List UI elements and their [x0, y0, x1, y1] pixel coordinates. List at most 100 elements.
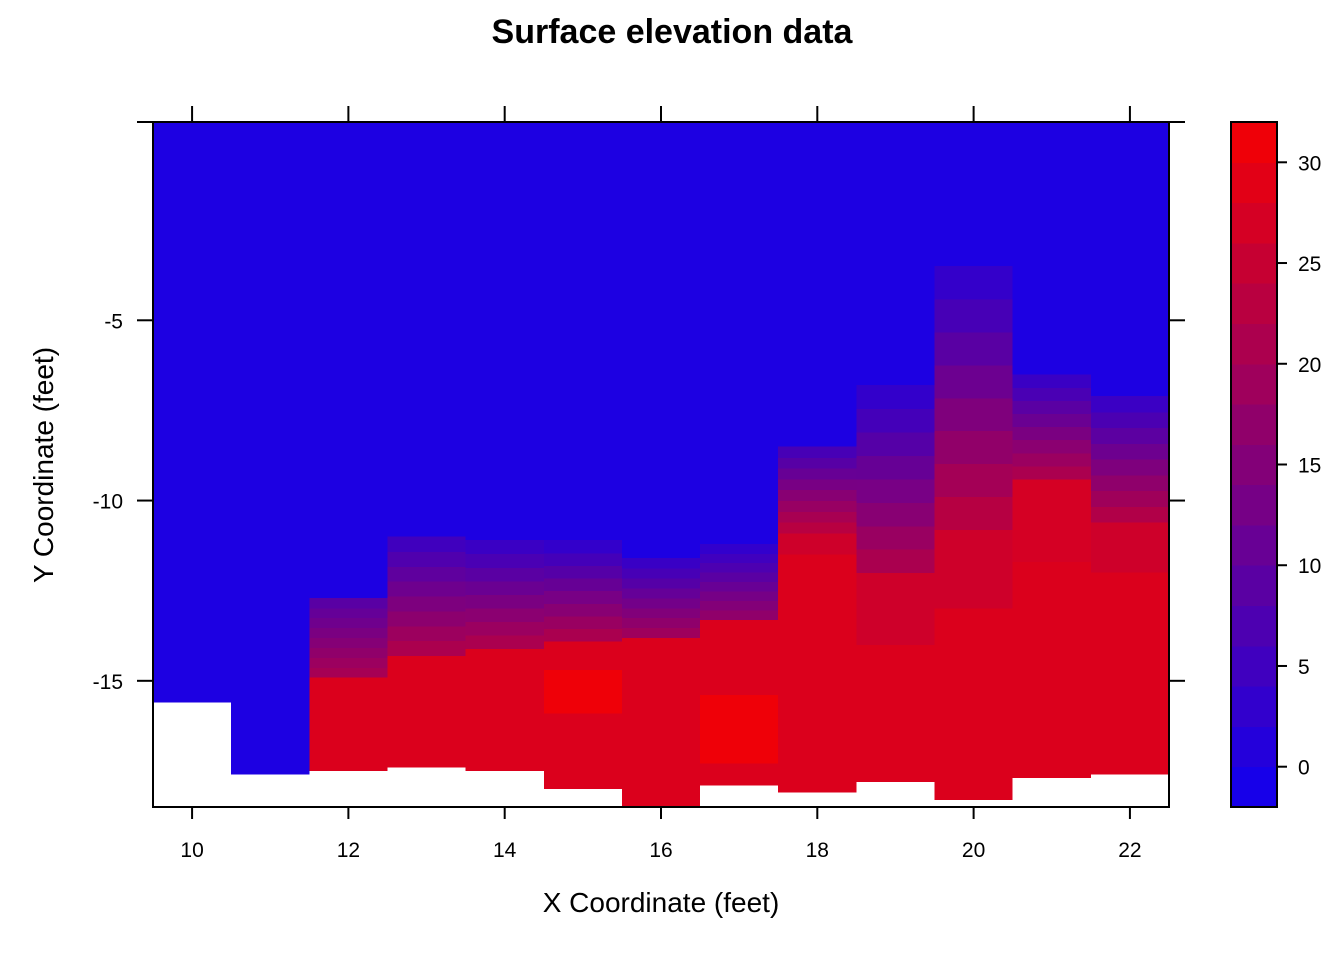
heatmap-cell: [778, 446, 857, 458]
heatmap-cell: [1012, 374, 1091, 388]
colorbar-swatch: [1231, 686, 1277, 727]
heatmap-cell: [1012, 387, 1091, 402]
heatmap-cell: [309, 667, 388, 678]
heatmap-cell: [934, 299, 1013, 333]
heatmap-cell: [1012, 452, 1091, 467]
heatmap-cell: [934, 430, 1013, 465]
heatmap-cell: [387, 596, 466, 612]
heatmap-cell: [543, 565, 622, 579]
heatmap-cell: [309, 607, 388, 619]
heatmap-cell: [856, 644, 935, 782]
heatmap-cell: [309, 597, 388, 609]
y-tick-label: -15: [93, 671, 123, 694]
heatmap-cell: [621, 568, 701, 579]
colorbar-tick-label: 5: [1298, 656, 1310, 679]
heatmap-cell: [387, 655, 466, 768]
heatmap-cell: [778, 500, 857, 512]
heatmap-cell: [1090, 122, 1169, 396]
heatmap-cell: [309, 627, 388, 639]
heatmap-cell: [621, 587, 701, 599]
colorbar-swatch: [1231, 122, 1277, 163]
heatmap-cell: [387, 122, 466, 537]
heatmap-cells: [153, 122, 1169, 807]
colorbar-swatch: [1231, 162, 1277, 204]
heatmap-cell: [934, 463, 1013, 497]
heatmap-cell: [934, 608, 1013, 800]
x-tick-label: 22: [1118, 839, 1141, 862]
heatmap-cell: [934, 332, 1013, 366]
heatmap-cell: [934, 122, 1013, 267]
heatmap-cell: [856, 408, 935, 433]
heatmap-cell: [856, 525, 935, 550]
heatmap-cell: [387, 610, 466, 627]
colorbar-tick-label: 10: [1298, 555, 1321, 578]
heatmap-cell: [621, 597, 701, 609]
heatmap-cell: [700, 543, 779, 554]
heatmap-cell: [387, 566, 466, 582]
colorbar-swatch: [1231, 565, 1277, 607]
heatmap-cell: [543, 713, 622, 789]
heatmap-cell: [1012, 400, 1091, 415]
heatmap-cell: [231, 122, 310, 775]
x-tick-label: 12: [337, 839, 360, 862]
x-axis-title: X Coordinate (feet): [543, 887, 780, 918]
colorbar-swatch: [1231, 242, 1277, 284]
heatmap-cell: [700, 600, 779, 611]
colorbar-tick-label: 20: [1298, 354, 1321, 377]
heatmap-cell: [543, 628, 622, 642]
colorbar-swatch: [1231, 444, 1277, 486]
heatmap-cell: [700, 581, 779, 592]
y-axis-title: Y Coordinate (feet): [28, 347, 59, 583]
chart-title: Surface elevation data: [492, 13, 854, 51]
heatmap-cell: [778, 489, 857, 502]
colorbar-swatch: [1231, 283, 1277, 324]
heatmap-cell: [621, 627, 701, 639]
colorbar-swatch: [1231, 323, 1277, 365]
heatmap-cell: [621, 578, 701, 589]
colorbar-tick-label: 15: [1298, 455, 1321, 478]
heatmap-cell: [1090, 411, 1169, 429]
colorbar-tick-label: 0: [1298, 757, 1310, 780]
heatmap-cell: [1012, 439, 1091, 454]
heatmap-cell: [465, 567, 544, 582]
heatmap-cell: [465, 634, 544, 649]
heatmap-cell: [309, 122, 388, 598]
heatmap-cell: [1012, 561, 1091, 779]
heatmap-cell: [778, 478, 857, 491]
heatmap-cell: [621, 122, 701, 559]
heatmap-cell: [621, 607, 701, 619]
heatmap-cell: [543, 540, 622, 554]
heatmap-cell: [465, 621, 544, 636]
heatmap-cell: [700, 572, 779, 583]
heatmap-cell: [387, 536, 466, 552]
heatmap-cell: [1090, 459, 1169, 476]
heatmap-cell: [1090, 443, 1169, 460]
heatmap-cell: [153, 122, 232, 703]
heatmap-cell: [934, 364, 1013, 399]
heatmap-cell: [309, 647, 388, 658]
x-tick-label: 20: [962, 839, 985, 862]
heatmap-cell: [465, 580, 544, 595]
heatmap-cell: [856, 455, 935, 480]
axis-ticks: 10 12 14 16 18 20 22 -5 -10 -15: [93, 106, 1185, 862]
heatmap-cell: [465, 607, 544, 622]
x-tick-label: 14: [493, 839, 517, 862]
heatmap-cell: [700, 562, 779, 573]
colorbar-swatch: [1231, 645, 1277, 687]
colorbar-tick-label: 30: [1298, 152, 1321, 175]
x-tick-label: 10: [180, 839, 203, 862]
heatmap-cell: [700, 695, 779, 764]
heatmap-cell: [387, 640, 466, 657]
heatmap-cell: [1090, 427, 1169, 444]
heatmap-cell: [856, 478, 935, 503]
heatmap-cell: [621, 558, 701, 569]
heatmap-cell: [934, 397, 1013, 432]
heatmap-cell: [1090, 506, 1169, 523]
heatmap-cell: [387, 551, 466, 567]
heatmap-cell: [700, 591, 779, 602]
heatmap-cell: [700, 619, 779, 696]
heatmap-cell: [934, 496, 1013, 530]
heatmap-cell: [856, 432, 935, 456]
colorbar-swatch: [1231, 484, 1277, 526]
